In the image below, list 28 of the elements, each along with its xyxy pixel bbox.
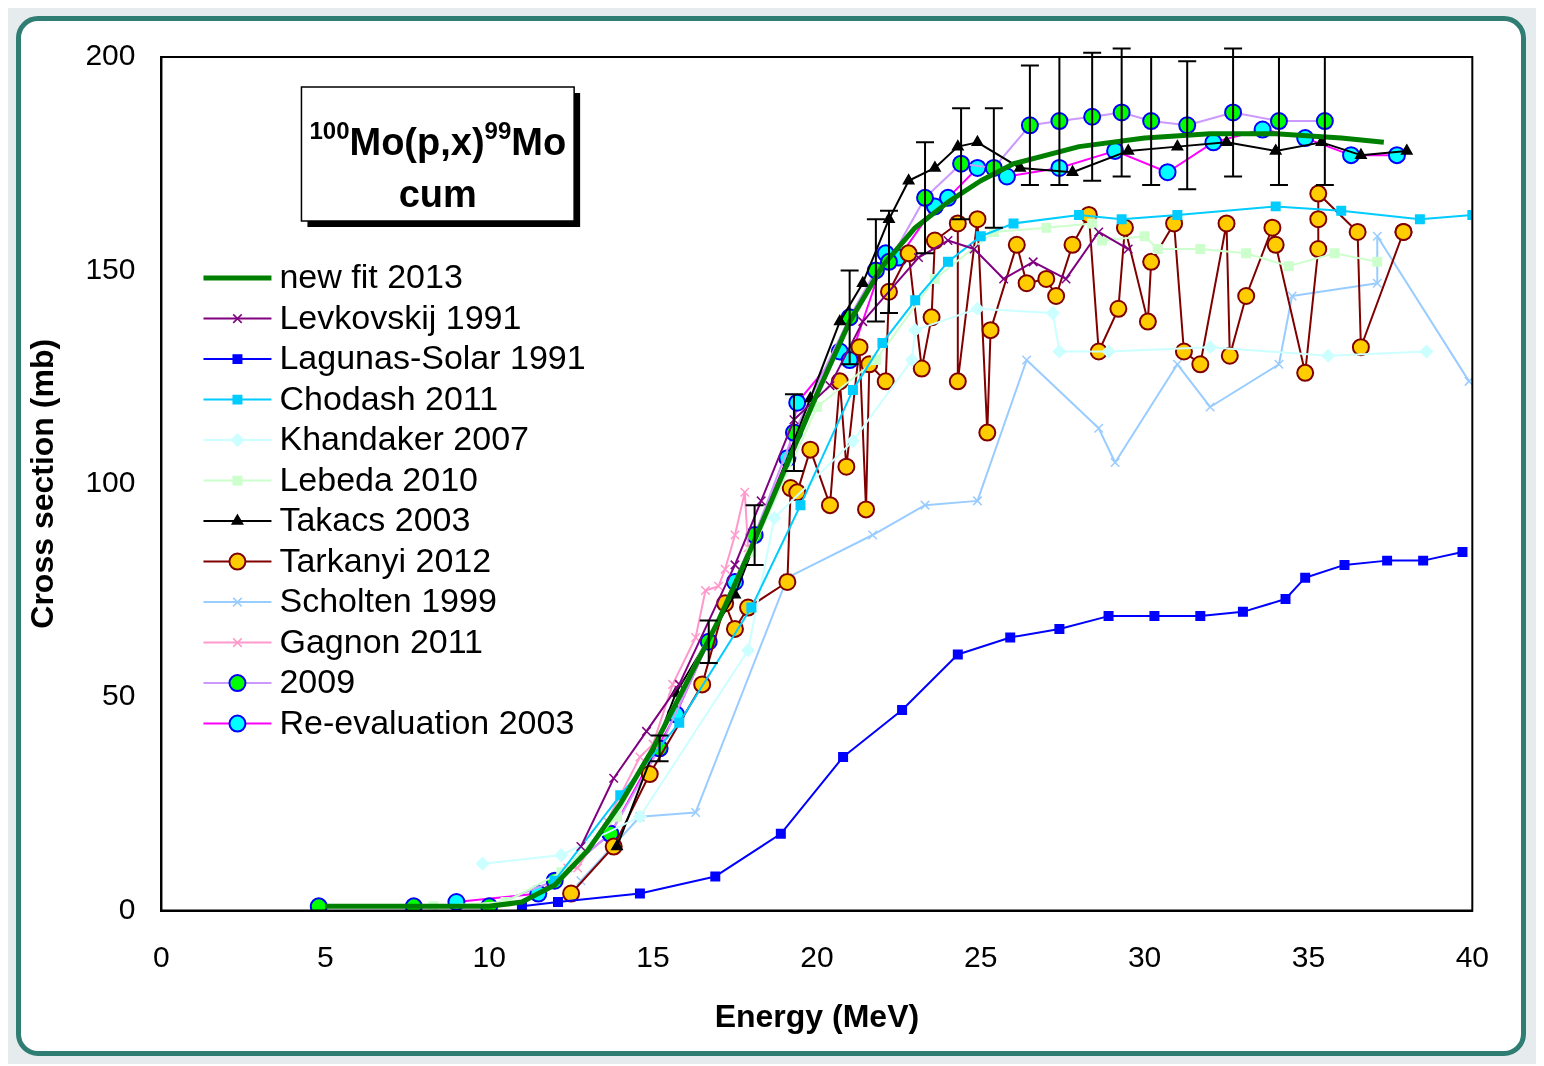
- legend-label: Gagnon 2011: [279, 622, 484, 660]
- y-tick-label: 200: [85, 38, 136, 72]
- legend-label: Levkovskij 1991: [279, 298, 522, 336]
- x-tick-label: 30: [1127, 939, 1162, 973]
- y-tick-label: 50: [102, 678, 136, 712]
- x-axis-title: Energy (MeV): [714, 997, 920, 1034]
- legend-label: Re-evaluation 2003: [279, 703, 575, 741]
- x-tick-label: 10: [472, 939, 506, 973]
- x-tick-label: 20: [800, 939, 834, 973]
- x-tick-label: 35: [1291, 939, 1326, 973]
- x-tick-label: 15: [636, 939, 670, 973]
- legend-label: new fit 2013: [279, 257, 463, 296]
- legend-label: Scholten 1999: [279, 581, 497, 620]
- legend-label: Chodash 2011: [279, 379, 499, 417]
- y-axis-title: Cross section (mb): [24, 338, 61, 629]
- legend-label: Khandaker 2007: [279, 419, 529, 458]
- legend-label: Tarkanyi 2012: [279, 541, 492, 579]
- legend-label: Lebeda 2010: [279, 460, 478, 498]
- x-tick-label: 5: [316, 939, 334, 973]
- y-tick-label: 0: [118, 891, 136, 925]
- legend-label: Takacs 2003: [279, 500, 471, 539]
- y-tick-label: 150: [85, 251, 136, 285]
- legend-label: 2009: [279, 662, 356, 701]
- x-tick-label: 40: [1455, 939, 1489, 973]
- x-tick-label: 0: [153, 939, 170, 973]
- y-tick-label: 100: [85, 465, 136, 499]
- legend-label: Lagunas-Solar 1991: [279, 338, 586, 377]
- x-tick-label: 25: [964, 939, 998, 973]
